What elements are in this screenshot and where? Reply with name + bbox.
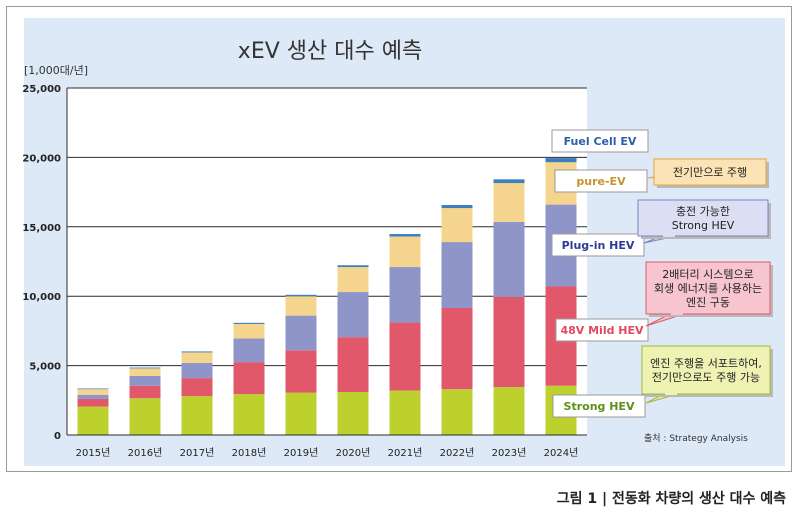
bar-segment-3 bbox=[181, 362, 213, 379]
callout-text: 전기만으로 주행 bbox=[673, 166, 747, 179]
bar-segment-5 bbox=[493, 179, 525, 184]
callout-text: 회생 에너지를 사용하는 bbox=[654, 281, 762, 295]
bar-segment-4 bbox=[77, 389, 109, 395]
bar-segment-1 bbox=[337, 391, 369, 435]
bar-segment-5 bbox=[285, 294, 317, 297]
bar-segment-5 bbox=[389, 234, 421, 237]
axes: 0 5,000 10,000 15,000 20,000 25,000 2015년 2016년… bbox=[22, 84, 587, 459]
x-tick-label: 2017년 bbox=[180, 447, 215, 459]
bar-segment-1 bbox=[77, 406, 109, 435]
series-label-5: Fuel Cell EV bbox=[551, 129, 649, 153]
bar-segment-3 bbox=[77, 394, 109, 399]
bar-segment-2 bbox=[493, 296, 525, 388]
source-note: 출처 : Strategy Analysis bbox=[644, 432, 748, 444]
x-tick-label: 2018년 bbox=[232, 447, 267, 459]
chart-title: xEV 생산 대수 예측 bbox=[238, 39, 422, 64]
bar-segment-4 bbox=[285, 296, 317, 316]
bar-segment-1 bbox=[493, 387, 525, 435]
x-tick-label: 2019년 bbox=[284, 447, 319, 459]
bar-segment-2 bbox=[389, 322, 421, 391]
x-tick-label: 2022년 bbox=[440, 447, 475, 459]
bar-segment-1 bbox=[389, 390, 421, 435]
y-tick-label: 20,000 bbox=[22, 153, 61, 164]
bar-segment-4 bbox=[129, 368, 161, 377]
series-label-4: pure-EV bbox=[554, 169, 648, 193]
bar-segment-4 bbox=[441, 208, 473, 243]
callout-text: 충전 가능한 bbox=[676, 205, 730, 218]
bar-segment-2 bbox=[181, 378, 213, 397]
bar-segment-2 bbox=[285, 350, 317, 393]
x-tick-label: 2016년 bbox=[128, 447, 163, 459]
bar-segment-5 bbox=[441, 205, 473, 209]
series-labels: Strong HEV 48V Mild HEV Plug-in HEV pure-EV… bbox=[551, 129, 649, 418]
bar-segment-5 bbox=[77, 388, 109, 390]
bar-segment-3 bbox=[233, 338, 265, 363]
series-label-3: Plug-in HEV bbox=[551, 233, 645, 257]
y-tick-label: 0 bbox=[54, 431, 61, 442]
bar-segment-1 bbox=[285, 392, 317, 435]
y-tick-label: 15,000 bbox=[22, 223, 61, 234]
series-label-1: Strong HEV bbox=[552, 394, 646, 418]
callout-text: 엔진 구동 bbox=[686, 296, 730, 309]
series-label-text: Strong HEV bbox=[564, 400, 635, 413]
bar-stacks bbox=[77, 158, 577, 435]
callout-text: 엔진 주행을 서포트하여, bbox=[650, 356, 762, 370]
bar-segment-5 bbox=[129, 367, 161, 369]
bar-segment-2 bbox=[129, 385, 161, 399]
bar-segment-2 bbox=[337, 337, 369, 392]
y-tick-label: 10,000 bbox=[22, 292, 61, 303]
callout-text: 전기만으로도 주행 가능 bbox=[652, 371, 760, 384]
callout-text: 2배터리 시스템으로 bbox=[662, 268, 753, 281]
x-tick-label: 2020년 bbox=[336, 447, 371, 459]
bar-segment-4 bbox=[337, 267, 369, 293]
bar-segment-1 bbox=[441, 389, 473, 435]
bar-segment-3 bbox=[285, 315, 317, 351]
figure-caption: 그림 1 | 전동화 차량의 생산 대수 예측 bbox=[556, 491, 786, 507]
bar-segment-3 bbox=[129, 376, 161, 386]
bar-segment-5 bbox=[181, 351, 213, 353]
bar-segment-1 bbox=[181, 396, 213, 435]
y-axis-unit-label: [1,000대/년] bbox=[24, 64, 88, 77]
bar-segment-2 bbox=[441, 307, 473, 390]
series-label-text: pure-EV bbox=[576, 175, 626, 188]
series-label-text: 48V Mild HEV bbox=[560, 324, 644, 337]
bar-segment-2 bbox=[77, 398, 109, 407]
bar-segment-5 bbox=[545, 158, 577, 163]
x-tick-label: 2024년 bbox=[544, 447, 579, 459]
bar-segment-3 bbox=[389, 267, 421, 323]
series-label-text: Fuel Cell EV bbox=[564, 135, 637, 148]
bar-segment-5 bbox=[233, 322, 265, 324]
bar-segment-3 bbox=[441, 242, 473, 308]
bar-segment-3 bbox=[493, 221, 525, 297]
series-label-2: 48V Mild HEV bbox=[555, 318, 649, 342]
callout-text: Strong HEV bbox=[672, 219, 735, 232]
y-tick-label: 25,000 bbox=[22, 84, 61, 95]
callout-1: 엔진 주행을 서포트하여,전기만으로도 주행 가능 bbox=[641, 345, 773, 404]
y-tick-label: 5,000 bbox=[29, 362, 61, 373]
bar-segment-2 bbox=[233, 362, 265, 395]
bar-segment-3 bbox=[337, 292, 369, 338]
callout-4: 전기만으로 주행 bbox=[647, 158, 769, 188]
bar-segment-4 bbox=[233, 323, 265, 339]
series-label-text: Plug-in HEV bbox=[562, 239, 635, 252]
x-tick-label: 2015년 bbox=[76, 447, 111, 459]
bar-segment-1 bbox=[129, 398, 161, 435]
x-tick-label: 2021년 bbox=[388, 447, 423, 459]
bar-segment-1 bbox=[233, 394, 265, 435]
bar-segment-4 bbox=[181, 352, 213, 363]
bar-segment-4 bbox=[493, 183, 525, 222]
bar-segment-4 bbox=[389, 236, 421, 268]
bar-segment-5 bbox=[337, 265, 369, 268]
x-tick-label: 2023년 bbox=[492, 447, 527, 459]
